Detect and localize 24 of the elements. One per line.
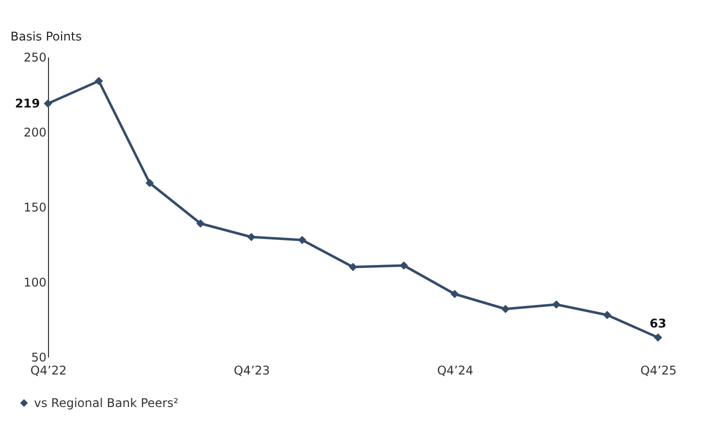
point (400, 261, 408, 270)
y-tick-label: 250 (24, 50, 46, 64)
point (348, 262, 358, 272)
point (450, 290, 459, 298)
point (94, 76, 104, 86)
x-tick-label: Q4’25 (640, 364, 677, 378)
y-tick-label: 100 (24, 276, 46, 290)
point (654, 333, 662, 342)
y-tick-label: 150 (24, 200, 46, 214)
x-tick-label: Q4’22 (30, 364, 67, 378)
y-tick-label: 50 (31, 350, 46, 364)
legend-label: vs Regional Bank Peers² (34, 396, 178, 410)
point (602, 310, 612, 320)
point (501, 304, 510, 314)
x-tick-label: Q4’23 (234, 364, 270, 378)
y-axis-title: Basis Points (10, 30, 82, 44)
data-label: 219 (14, 96, 40, 110)
point (196, 219, 205, 228)
point (145, 178, 154, 188)
data-label: 63 (650, 316, 666, 330)
point (44, 99, 52, 108)
y-tick-label: 200 (24, 126, 46, 140)
x-tick-label: Q4’24 (437, 364, 474, 378)
point (552, 300, 561, 309)
